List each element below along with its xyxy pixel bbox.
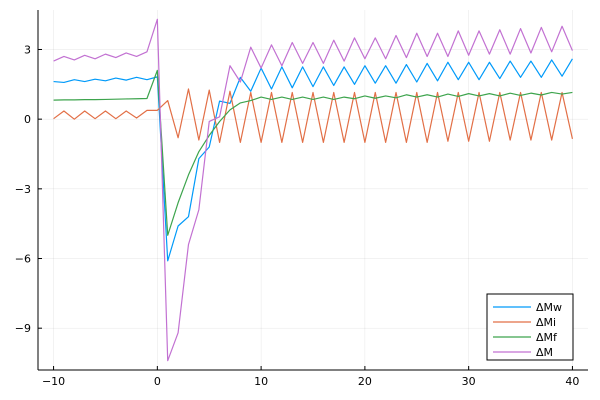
x-tick-label: −10 [42,375,65,388]
series-layer [53,18,574,362]
y-tick-label: −3 [15,183,31,196]
legend-label: ΔMi [536,316,556,329]
x-tick-label: 30 [462,375,476,388]
series-line [53,88,574,143]
y-tick-label: 3 [24,43,31,56]
y-tick-label: −6 [15,253,31,266]
x-tick-label: 10 [254,375,268,388]
legend-label: ΔMw [536,301,562,314]
x-tick-label: 40 [565,375,579,388]
x-tick-label: 20 [358,375,372,388]
x-tick-label: 0 [154,375,161,388]
legend-label: ΔM [536,346,553,359]
legend-box [486,293,574,361]
legend: ΔMw ΔMi ΔMf ΔM [486,293,574,361]
y-tick-label: 0 [24,113,31,126]
axes [37,10,588,371]
legend-label: ΔMf [536,331,558,344]
series-line [53,69,573,236]
y-tick-label: −9 [15,322,31,335]
series-line [53,18,573,362]
series-line [53,58,573,262]
